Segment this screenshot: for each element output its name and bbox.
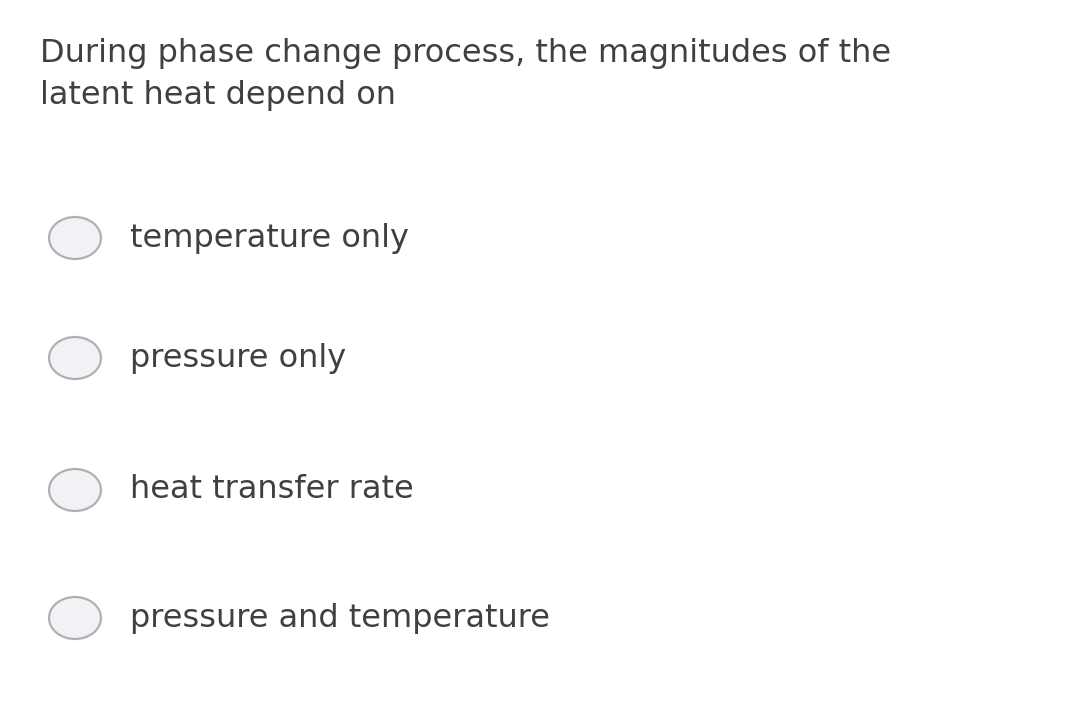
- Text: pressure and temperature: pressure and temperature: [130, 602, 550, 633]
- Text: heat transfer rate: heat transfer rate: [130, 475, 414, 505]
- Text: temperature only: temperature only: [130, 223, 409, 253]
- Ellipse shape: [49, 217, 102, 259]
- Ellipse shape: [49, 337, 102, 379]
- Text: During phase change process, the magnitudes of the
latent heat depend on: During phase change process, the magnitu…: [40, 38, 891, 111]
- Ellipse shape: [49, 597, 102, 639]
- Text: pressure only: pressure only: [130, 343, 347, 373]
- Ellipse shape: [49, 469, 102, 511]
